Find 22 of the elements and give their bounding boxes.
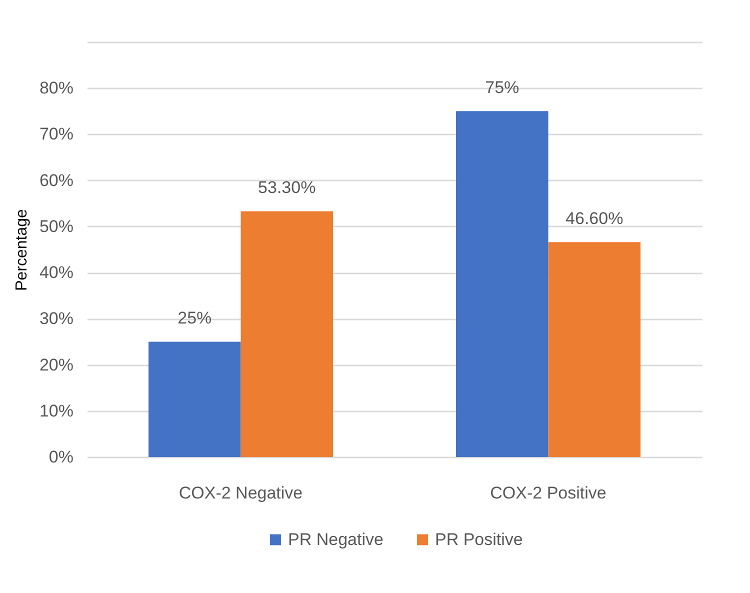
- legend-label: PR Positive: [435, 530, 523, 549]
- y-tick-label: 50%: [39, 216, 74, 236]
- bar: [548, 242, 640, 457]
- bar: [456, 111, 548, 457]
- y-tick-label: 40%: [39, 263, 74, 282]
- bar: [240, 211, 333, 457]
- x-tick-label: COX-2 Positive: [490, 484, 606, 502]
- legend-label: PR Negative: [288, 530, 384, 549]
- data-label: 25%: [178, 308, 212, 328]
- data-label: 75%: [485, 78, 520, 98]
- y-axis-title: Percentage: [13, 208, 30, 291]
- y-tick-label: 60%: [39, 170, 74, 190]
- y-tick-label: 10%: [39, 401, 74, 420]
- y-tick-label: 0%: [48, 448, 74, 466]
- y-tick-label: 70%: [39, 124, 74, 144]
- y-tick-label: 20%: [39, 355, 74, 374]
- data-label: 53.30%: [258, 178, 316, 198]
- y-tick-label: 30%: [39, 309, 74, 328]
- data-label: 46.60%: [566, 209, 624, 228]
- y-tick-label: 80%: [39, 78, 74, 98]
- bar: [148, 342, 241, 457]
- x-tick-label: COX-2 Negative: [178, 484, 303, 502]
